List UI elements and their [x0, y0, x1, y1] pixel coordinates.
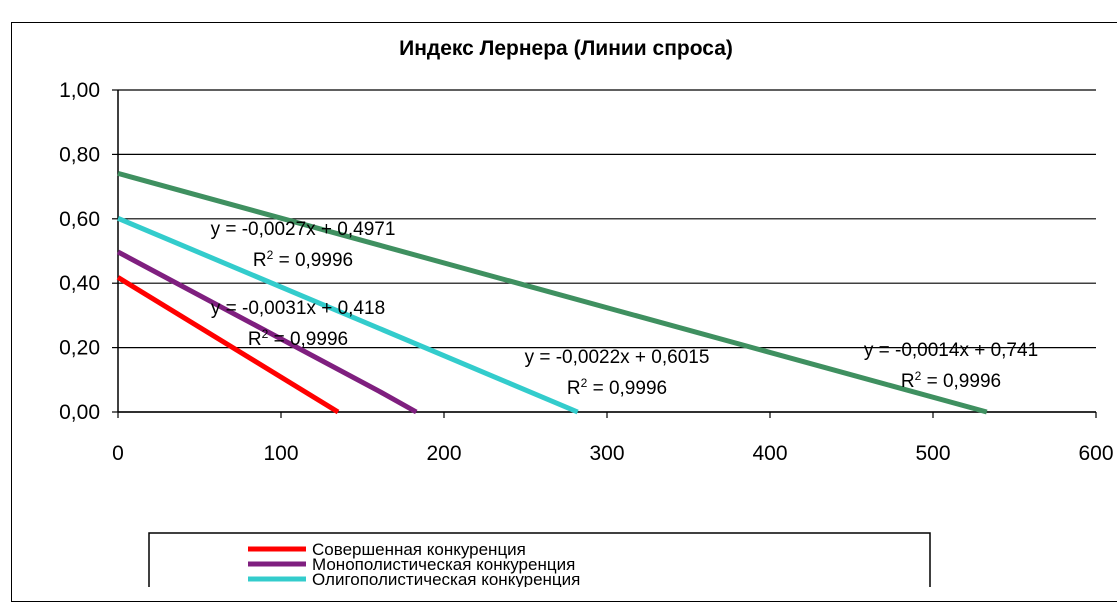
y-tick-label: 0,60 — [59, 208, 100, 231]
legend: Совершенная конкуренцияМонополистическая… — [148, 532, 931, 587]
legend-label: Совершенная конкуренция — [312, 540, 526, 559]
y-tick-label: 0,20 — [59, 337, 100, 360]
x-tick-label: 100 — [263, 442, 298, 465]
annotations: y = -0,0027x + 0,4971 R2 = 0,9996 y = -0,0… — [211, 219, 1039, 399]
x-tick-label: 200 — [426, 442, 461, 465]
x-tick-label: 0 — [112, 442, 124, 465]
series-line — [116, 249, 418, 415]
series-group — [116, 170, 988, 415]
axes: 0,00 0,20 0,40 0,60 0,80 1,00 0 100 200 300 400 500… — [59, 79, 1113, 465]
trendline-equation: y = -0,0014x + 0,741 — [864, 340, 1038, 361]
x-tick-label: 400 — [752, 442, 787, 465]
x-tick-label: 600 — [1078, 442, 1113, 465]
trendline-r2: R2 = 0,9996 — [567, 376, 667, 399]
trendline-r2: R2 = 0,9996 — [901, 369, 1001, 392]
chart-title: Индекс Лернера (Линии спроса) — [399, 37, 733, 60]
chart-svg: Индекс Лернера (Линии спроса) 0,000,200,… — [59, 37, 1114, 587]
y-tick-label: 0,00 — [59, 401, 100, 424]
series-line — [117, 216, 579, 415]
trendline-equation: y = -0,0027x + 0,4971 — [211, 219, 396, 240]
y-tick-label: 0,40 — [59, 272, 100, 295]
y-tick-label: 0,80 — [59, 143, 100, 166]
trendline-r2: R2 = 0,9996 — [253, 248, 353, 271]
trendline-equation: y = -0,0031x + 0,418 — [211, 298, 385, 319]
legend-label: Монополистическая конкуренция — [312, 555, 575, 574]
x-tick-label: 300 — [589, 442, 624, 465]
series-line — [117, 170, 988, 415]
legend-label: Олигополистическая конкуренция — [312, 570, 580, 587]
trendline-r2: R2 = 0,9996 — [248, 327, 348, 350]
chart-frame — [11, 22, 1117, 602]
series-line — [116, 275, 340, 415]
trendline-equation: y = -0,0022x + 0,6015 — [525, 347, 710, 368]
x-tick-label: 500 — [915, 442, 950, 465]
y-tick-label: 1,00 — [59, 79, 100, 102]
legend-label: Монополия — [312, 585, 402, 587]
